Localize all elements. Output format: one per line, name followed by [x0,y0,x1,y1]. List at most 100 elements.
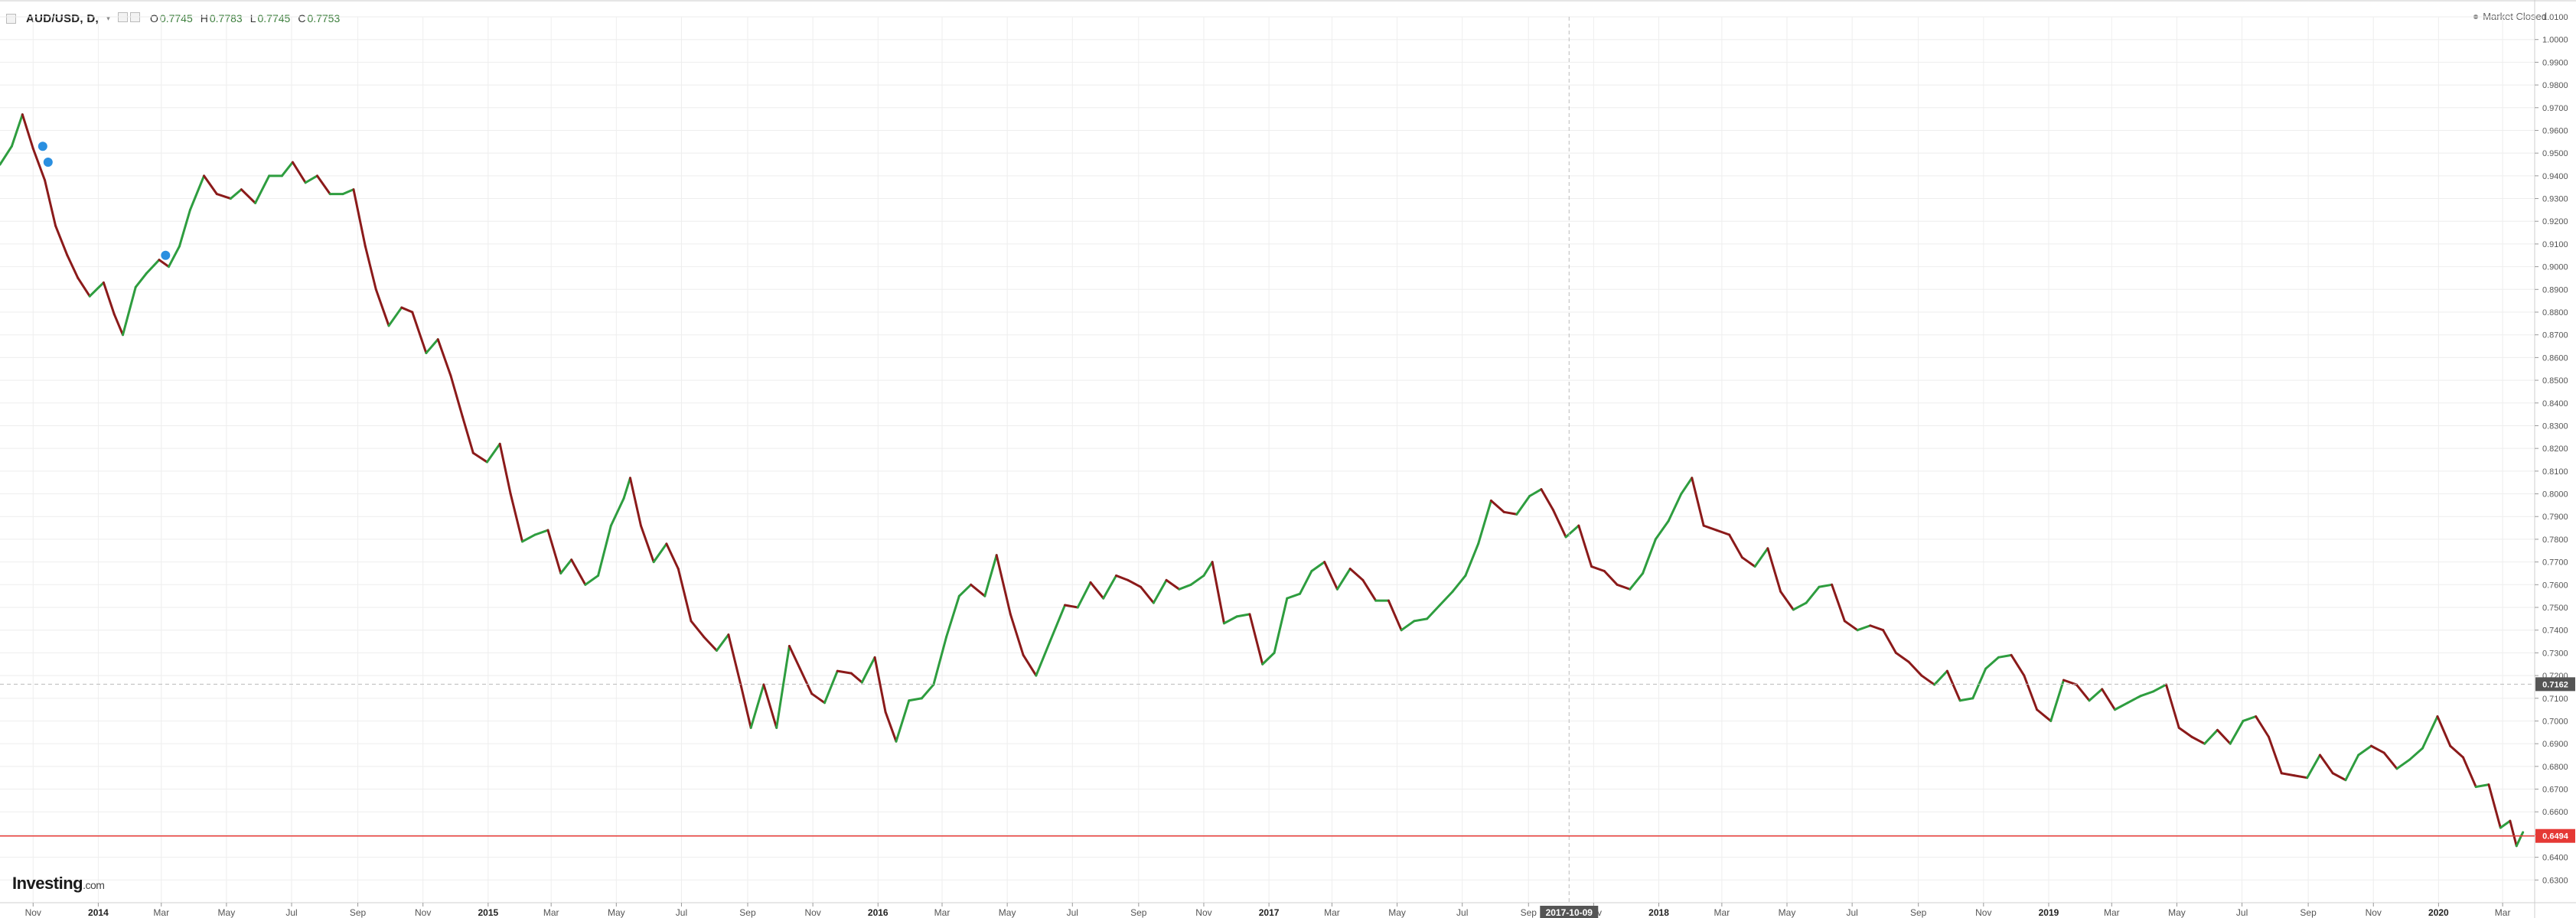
price-segment [2499,819,2512,829]
price-segment [188,174,206,211]
y-tick-label: 0.7800 [2542,536,2568,545]
event-marker-icon [36,140,49,153]
price-segment [1907,660,1923,677]
investing-logo: Investing.com [12,874,105,893]
price-segment [1654,519,1670,541]
price-segment [970,583,986,597]
price-segment [1248,613,1264,666]
symbol-title[interactable]: AUD/USD, D, [26,11,99,25]
price-segment [449,374,464,418]
price-segment [1715,529,1731,536]
price-segment [1165,578,1181,591]
price-segment [1971,667,1987,700]
crosshair-date-label: 2017-10-09 [1546,907,1593,918]
price-segment [2369,744,2385,754]
price-segment [703,636,719,652]
price-segment [677,568,693,623]
price-segment [775,644,791,729]
y-tick-label: 0.6700 [2542,786,2568,795]
price-segment [1740,556,1756,568]
price-segment [740,685,752,729]
price-segment [1035,640,1052,677]
y-tick-label: 0.8100 [2542,467,2568,477]
price-segment [690,620,706,639]
price-segment [2229,719,2245,745]
price-segment [10,113,24,148]
x-tick-label: May [2168,907,2186,918]
y-tick-label: 0.7100 [2542,695,2568,704]
x-tick-label: 2017 [1259,907,1280,918]
y-tick-label: 0.9800 [2542,81,2568,90]
price-segment [1945,669,1961,702]
price-segment [908,697,923,702]
y-tick-label: 0.8500 [2542,376,2568,386]
x-tick-label: Mar [1714,907,1730,918]
price-segment [533,529,549,536]
price-segment [88,281,105,298]
price-segment [1843,620,1859,632]
price-segment [873,656,887,714]
price-segment [254,174,271,204]
price-segment [2318,754,2334,775]
x-tick-label: Jul [1067,907,1078,918]
price-segment [411,311,428,354]
x-tick-label: Nov [25,907,41,918]
price-segment [1869,624,1885,632]
y-tick-label: 0.9500 [2542,149,2568,158]
overlay: 2017-10-09 0.7162 0.6494 [0,17,2575,918]
y-tick-label: 0.9400 [2542,172,2568,181]
y-tick-label: 0.8700 [2542,331,2568,340]
price-segment [1152,578,1168,604]
price-segment [597,524,612,577]
collapse-icon[interactable] [6,13,16,24]
x-tick-label: Sep [739,907,756,918]
price-segment [1577,524,1593,568]
price-segment [498,442,512,496]
price-segment [1202,561,1214,577]
x-tick-label: Sep [1910,907,1927,918]
price-segment [509,493,523,543]
price-segment [1882,629,1897,654]
chevron-down-icon[interactable]: ▾ [106,14,111,23]
y-tick-label: 0.9000 [2542,263,2568,272]
price-segment [1540,488,1554,511]
price-segment [2242,715,2258,722]
price-segment [1831,583,1846,623]
price-segment [2126,695,2142,705]
price-segment [2509,819,2518,848]
x-tick-label: Nov [1975,907,1991,918]
price-segment [652,542,668,564]
y-tick-label: 0.7600 [2542,581,2568,590]
price-segment [2474,783,2490,789]
price-segment [1551,508,1567,539]
x-tick-label: Jul [2236,907,2248,918]
price-segment [1235,613,1251,618]
price-segment [1489,499,1505,513]
price-segment [1178,583,1192,591]
price-segment [1048,604,1067,643]
x-tick-label: Jul [1846,907,1857,918]
price-segment [1680,477,1694,496]
x-tick-label: Mar [543,907,559,918]
price-segment [520,533,536,543]
price-segment [1564,524,1580,539]
y-tick-label: 1.0000 [2542,36,2568,45]
x-tick-label: Nov [2366,907,2382,918]
price-segment [1211,561,1225,625]
x-tick-label: Sep [1130,907,1147,918]
price-segment [2515,831,2525,848]
price-segment [2461,756,2477,789]
price-segment [983,554,998,597]
price-segment [749,683,765,729]
price-segment [145,259,161,275]
price-segment [1323,561,1339,591]
x-tick-label: Sep [1521,907,1537,918]
price-segment [2023,674,2039,711]
price-segment [1076,581,1092,609]
price-segment [122,285,137,337]
x-tick-label: May [1388,907,1406,918]
x-tick-label: 2020 [2428,907,2449,918]
price-segment [178,208,191,248]
